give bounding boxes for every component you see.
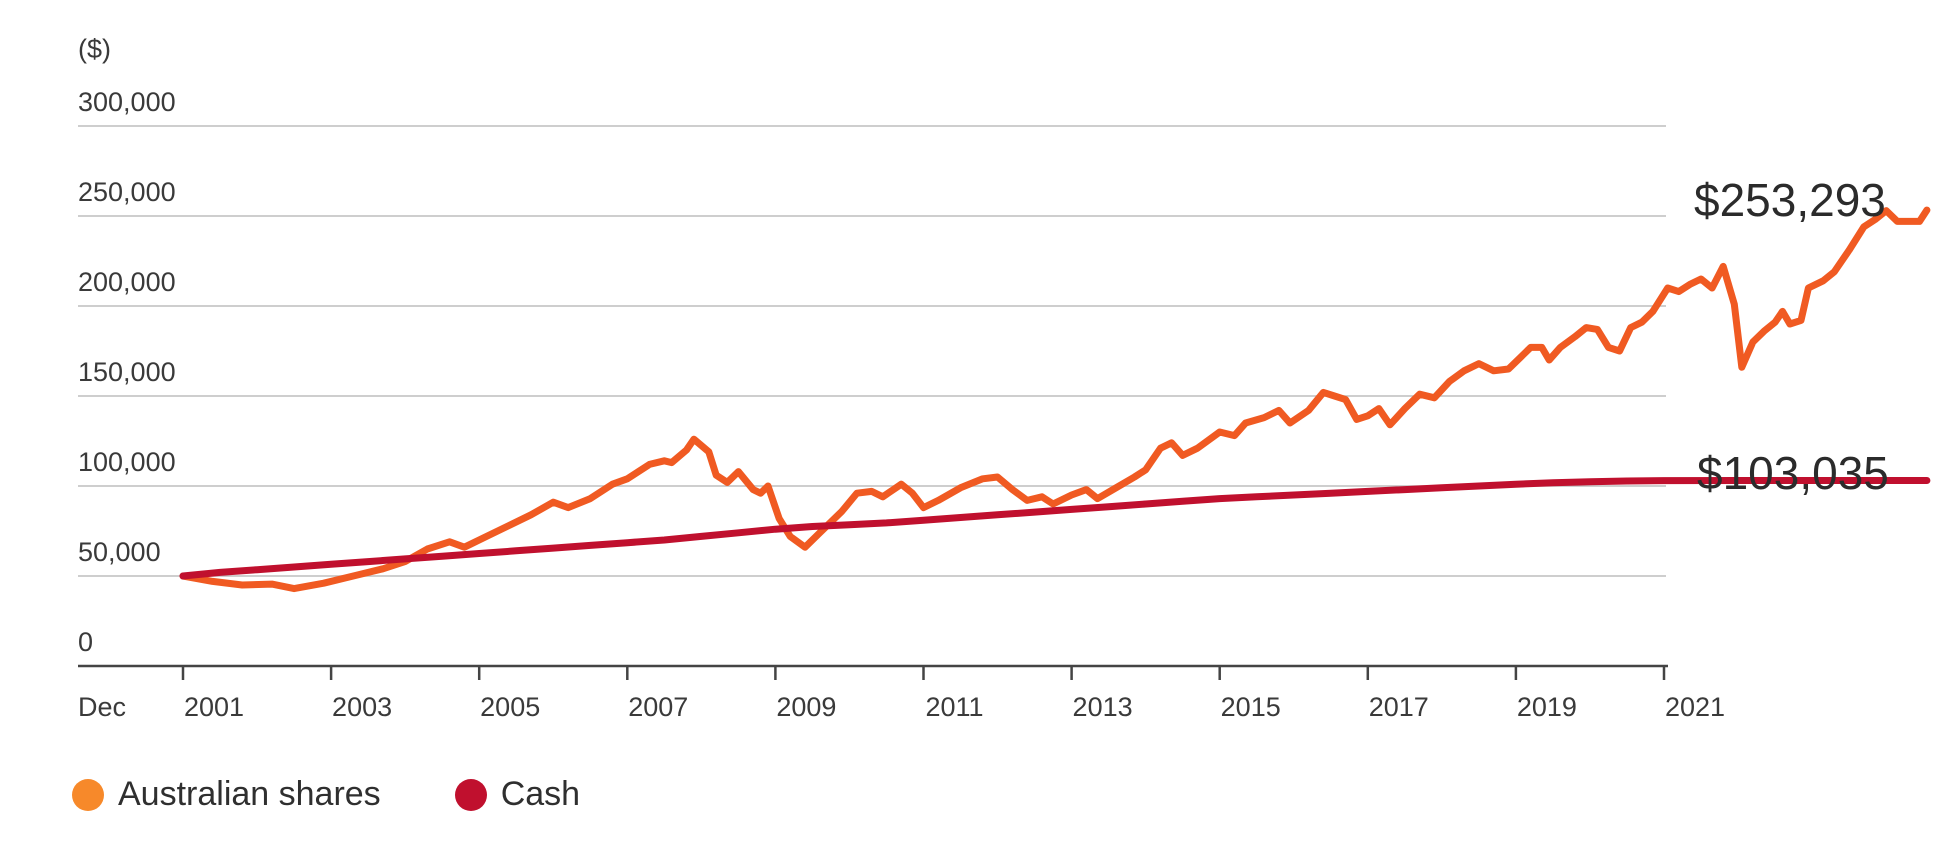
y-tick-label: 300,000 <box>78 87 176 117</box>
x-tick-label: 2001 <box>184 692 244 722</box>
cash-legend-icon <box>454 778 487 811</box>
y-tick-label: 200,000 <box>78 267 176 297</box>
y-axis-label: ($) <box>78 34 111 64</box>
y-axis-tick-labels: 300,000 250,000 200,000 150,000 100,000 50,00… <box>78 87 176 657</box>
chart-canvas: 300,000 250,000 200,000 150,000 100,000 50,00… <box>78 34 1931 722</box>
legend-item-cash: Cash <box>454 775 581 814</box>
series-lines <box>179 206 1931 593</box>
x-tick-label: 2015 <box>1221 692 1281 722</box>
gridlines <box>78 125 1666 577</box>
cash-end-label: $103,035 <box>1697 447 1889 499</box>
x-tick-label: 2013 <box>1073 692 1133 722</box>
legend: Australian shares Cash <box>72 775 580 814</box>
x-tick-label: 2007 <box>628 692 688 722</box>
x-axis-start-label: Dec <box>78 692 126 722</box>
y-tick-label: 0 <box>78 627 93 657</box>
x-tick-label: 2005 <box>480 692 540 722</box>
australian-shares-end-label: $253,293 <box>1694 174 1886 226</box>
x-tick-label: 2009 <box>776 692 836 722</box>
legend-label: Australian shares <box>118 775 381 813</box>
legend-item-australian-shares: Australian shares <box>72 775 381 814</box>
x-tick-label: 2003 <box>332 692 392 722</box>
y-tick-label: 150,000 <box>78 357 176 387</box>
x-axis: Dec 2001 2003 2005 2007 2009 2011 2013 2015 2017 2… <box>78 664 1725 722</box>
australian-shares-line <box>179 206 1931 593</box>
x-tick-label: 2019 <box>1517 692 1577 722</box>
cash-line <box>179 477 1931 580</box>
y-tick-label: 100,000 <box>78 447 176 477</box>
x-tick-label: 2021 <box>1665 692 1725 722</box>
australian-shares-legend-icon <box>72 778 104 811</box>
x-tick-label: 2017 <box>1369 692 1429 722</box>
legend-label: Cash <box>500 775 581 813</box>
x-tick-label: 2011 <box>925 692 983 722</box>
y-tick-label: 50,000 <box>78 537 161 567</box>
y-tick-label: 250,000 <box>78 177 176 207</box>
end-value-labels: $253,293 $103,035 <box>1694 174 1889 499</box>
